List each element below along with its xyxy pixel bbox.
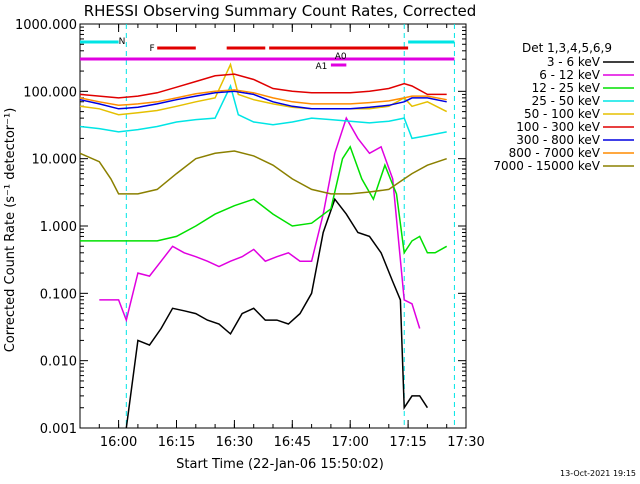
chart-title: RHESSI Observing Summary Count Rates, Co… (84, 2, 477, 20)
y-axis-label: Corrected Count Rate (s⁻¹ detector⁻¹) (3, 108, 18, 353)
x-tick-label: 16:30 (216, 435, 253, 450)
x-tick-label: 16:15 (158, 435, 195, 450)
series-line-1 (99, 116, 421, 329)
legend-entry-label: 7000 - 15000 keV (493, 159, 600, 173)
x-tick-label: 16:00 (100, 435, 137, 450)
night-label: N (119, 37, 126, 47)
plot-area: 0.001 0.010 0.100 1.000 10.000 100.000 1000.00… (15, 18, 485, 450)
footer-date: 13-Oct-2021 19:15 (560, 469, 636, 478)
x-tick-label: 16:45 (274, 435, 311, 450)
series-line-6 (79, 90, 447, 110)
x-tick-label: 17:30 (447, 435, 484, 450)
legend-entry-label: 12 - 25 keV (532, 81, 601, 95)
y-tick-label: 10.000 (32, 153, 78, 168)
y-tick-label: 1.000 (40, 220, 77, 235)
y-tick-label: 0.001 (40, 422, 77, 437)
x-tick-label: 17:15 (389, 435, 426, 450)
y-tick-label: 100.000 (23, 85, 77, 100)
legend-entry-label: 800 - 7000 keV (509, 146, 601, 160)
y-tick-label: 0.010 (40, 355, 77, 370)
series-line-3 (79, 83, 447, 140)
legend-title: Det 1,3,4,5,6,9 (522, 41, 612, 55)
legend-entry-label: 100 - 300 keV (516, 120, 600, 134)
flare-label: F (149, 44, 154, 54)
x-axis-label: Start Time (22-Jan-06 15:50:02) (176, 457, 384, 472)
series-line-2 (80, 145, 448, 255)
series-line-0 (125, 197, 429, 429)
x-tick-label: 17:00 (331, 435, 368, 450)
legend-entry-label: 6 - 12 keV (539, 68, 601, 82)
series-line-7 (79, 89, 447, 107)
legend-entry-label: 25 - 50 keV (532, 94, 601, 108)
series-line-4 (79, 62, 448, 116)
legend-entry-label: 300 - 800 keV (516, 133, 600, 147)
a0-label: A0 (335, 52, 347, 62)
series-line-8 (79, 150, 447, 195)
series-line-5 (79, 73, 447, 99)
legend-entry-label: 50 - 100 keV (524, 107, 601, 121)
y-tick-label: 1000.000 (15, 18, 77, 33)
legend-entry-label: 3 - 6 keV (547, 55, 601, 69)
y-tick-label: 0.100 (40, 287, 77, 302)
a1-label: A1 (315, 62, 327, 72)
